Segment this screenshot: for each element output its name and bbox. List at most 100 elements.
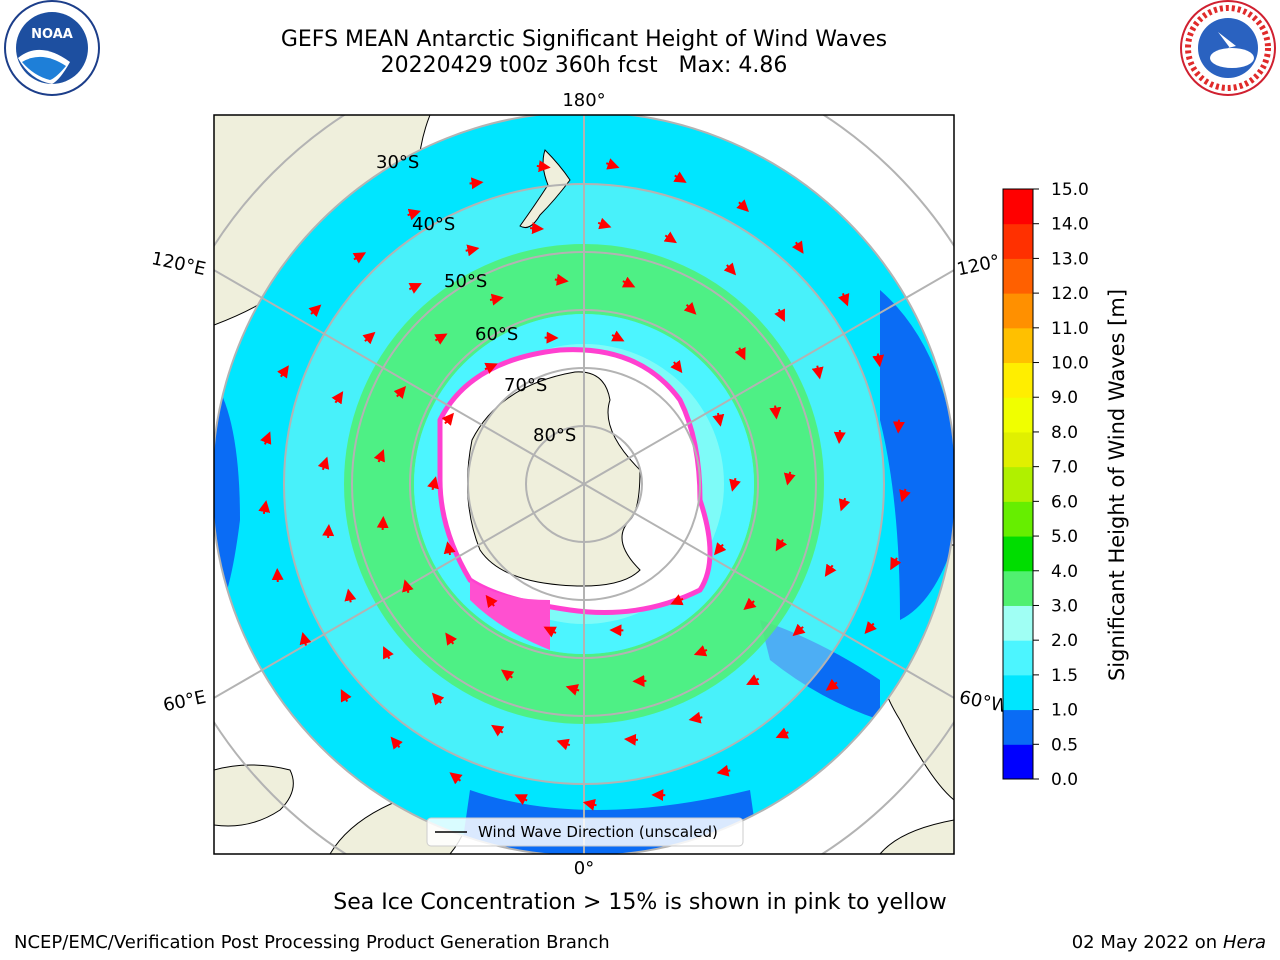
lon-label-120w: 120° bbox=[955, 251, 1002, 281]
colorbar-segment bbox=[1003, 570, 1033, 606]
wave-direction-arrow bbox=[469, 177, 484, 190]
wave-direction-arrow bbox=[621, 276, 636, 288]
wave-direction-arrow bbox=[838, 292, 850, 307]
wave-direction-arrow bbox=[530, 222, 545, 235]
credit-text: NCEP/EMC/Verification Post Processing Pr… bbox=[14, 932, 610, 953]
wave-direction-arrow bbox=[605, 158, 620, 170]
lon-label-60e: 60°E bbox=[161, 687, 208, 717]
colorbar-segment bbox=[1003, 397, 1033, 433]
sea-ice-note: Sea Ice Concentration > 15% is shown in … bbox=[333, 890, 947, 915]
colorbar-tick-label: 9.0 bbox=[1051, 388, 1078, 408]
wave-direction-arrow bbox=[465, 244, 480, 257]
wave-direction-arrow bbox=[322, 523, 335, 538]
wave-direction-arrow bbox=[688, 711, 703, 724]
wave-direction-arrow bbox=[769, 405, 782, 420]
colorbar-tick-label: 6.0 bbox=[1051, 492, 1078, 512]
colorbar-tick-label: 7.0 bbox=[1051, 458, 1078, 478]
wave-direction-arrow bbox=[892, 419, 905, 434]
colorbar-segment bbox=[1003, 293, 1033, 329]
wave-direction-arrow bbox=[582, 798, 597, 811]
colorbar-segment bbox=[1003, 327, 1033, 364]
wave-direction-arrow bbox=[890, 556, 902, 571]
colorbar-segment bbox=[1003, 501, 1033, 537]
wave-direction-arrow bbox=[899, 488, 911, 503]
wave-direction-arrow bbox=[485, 594, 498, 609]
wave-direction-arrow bbox=[352, 252, 367, 264]
wave-direction-arrow bbox=[693, 645, 708, 657]
wave-direction-arrow bbox=[670, 359, 683, 374]
wave-direction-arrow bbox=[308, 304, 322, 318]
wave-direction-arrow bbox=[713, 542, 727, 556]
colorbar-tick-label: 11.0 bbox=[1051, 319, 1089, 339]
wave-direction-arrow bbox=[723, 262, 737, 276]
map-frame bbox=[213, 114, 955, 855]
wave-direction-arrow bbox=[441, 412, 455, 426]
wave-direction-arrow bbox=[393, 385, 407, 399]
lon-label-180: 180° bbox=[562, 90, 605, 111]
wave-direction-arrow bbox=[390, 736, 403, 750]
ne-top-land bbox=[830, 115, 954, 210]
wave-direction-arrow bbox=[317, 456, 330, 471]
colorbar-segment bbox=[1003, 709, 1033, 745]
colorbar-segment bbox=[1003, 223, 1033, 259]
colorbar-tick-label: 1.0 bbox=[1051, 701, 1078, 721]
colorbar-segment bbox=[1003, 605, 1033, 641]
wave-direction-arrow bbox=[838, 497, 851, 512]
colorbar-border bbox=[1002, 188, 1034, 780]
legend-label: Wind Wave Direction (unscaled) bbox=[478, 823, 718, 841]
wave-direction-arrow bbox=[543, 626, 557, 638]
colorbar-segment bbox=[1003, 189, 1033, 225]
wave-direction-arrow bbox=[484, 362, 498, 374]
colorbar-segment bbox=[1003, 674, 1033, 711]
colorbar-tick-label: 0.0 bbox=[1051, 770, 1078, 790]
wave-direction-arrow bbox=[565, 684, 580, 696]
wave-direction-arrow bbox=[434, 333, 448, 345]
wave-direction-arrow bbox=[775, 727, 790, 739]
nws-logo bbox=[1180, 0, 1276, 96]
wave-direction-arrow bbox=[445, 632, 458, 646]
wave-direction-arrow bbox=[427, 476, 439, 491]
wave-direction-arrow bbox=[792, 623, 806, 637]
colorbar-tick-label: 14.0 bbox=[1051, 215, 1089, 235]
wave-direction-arrow bbox=[663, 231, 677, 244]
lon-label-120e: 120°E bbox=[150, 248, 208, 280]
wave-direction-legend: Wind Wave Direction (unscaled) bbox=[426, 817, 744, 847]
wave-direction-arrow bbox=[736, 199, 749, 213]
wave-direction-arrow bbox=[331, 391, 344, 405]
wave-direction-arrow bbox=[775, 538, 788, 552]
new-zealand-landmass bbox=[519, 149, 571, 229]
wave-direction-arrow bbox=[743, 597, 757, 610]
polar-map: Wind Wave Direction (unscaled) bbox=[214, 115, 954, 854]
wave-direction-arrow bbox=[376, 515, 389, 530]
wave-direction-arrow bbox=[746, 674, 760, 685]
colorbar-tick-label: 10.0 bbox=[1051, 354, 1089, 374]
wave-direction-arrow bbox=[402, 579, 414, 594]
wave-direction-arrow bbox=[431, 692, 445, 706]
wave-direction-arrow bbox=[811, 365, 824, 380]
wave-direction-arrow bbox=[774, 308, 785, 322]
colorbar-tick-label: 12.0 bbox=[1051, 284, 1089, 304]
lat-label-80s: 80°S bbox=[533, 425, 576, 446]
wave-direction-arrow bbox=[344, 588, 357, 603]
colorbar-segment bbox=[1003, 640, 1033, 676]
wave-direction-arrow bbox=[407, 208, 421, 221]
colorbar: 0.0 0.5 1.0 1.5 2.0 3.0 4.0 5.0 6.0 7.0 8.0 9.0 10.0… bbox=[1002, 180, 1089, 790]
wave-direction-arrow bbox=[783, 471, 796, 486]
colorbar-tick-label: 8.0 bbox=[1051, 423, 1078, 443]
wave-direction-arrow bbox=[670, 594, 684, 606]
wave-direction-arrow bbox=[864, 621, 877, 635]
wave-direction-arrow bbox=[299, 632, 312, 646]
wave-direction-arrow bbox=[734, 346, 746, 361]
wave-direction-arrow bbox=[383, 646, 394, 660]
wind-wave-arrows bbox=[258, 158, 911, 811]
colorbar-segment bbox=[1003, 536, 1033, 572]
lat-label-30s: 30°S bbox=[376, 152, 419, 173]
lat-label-70s: 70°S bbox=[504, 375, 547, 396]
wave-direction-arrow bbox=[362, 331, 376, 345]
colorbar-tick-label: 0.5 bbox=[1051, 735, 1078, 755]
lon-label-0: 0° bbox=[574, 858, 594, 879]
date-stamp: 02 May 2022 on Hera bbox=[1072, 932, 1266, 953]
wave-direction-arrow bbox=[825, 678, 839, 691]
wave-direction-arrow bbox=[611, 330, 625, 342]
